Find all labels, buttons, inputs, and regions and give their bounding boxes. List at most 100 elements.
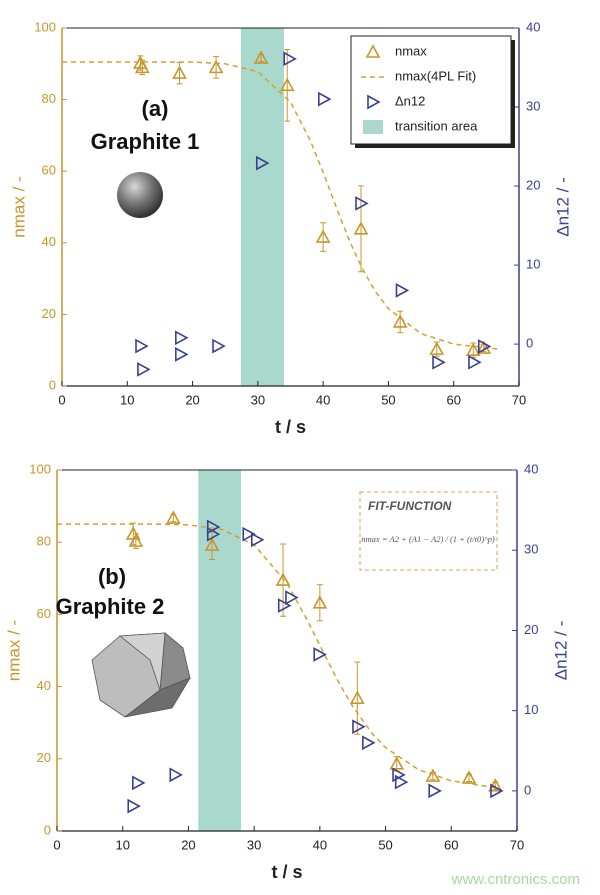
error-bar	[316, 584, 323, 622]
x-tick-label: 0	[58, 392, 65, 407]
y-tick-label: 20	[37, 750, 51, 765]
y-axis-label: nmax / -	[4, 620, 23, 681]
x-tick-label: 40	[313, 837, 327, 852]
marker	[353, 221, 369, 235]
marker	[349, 690, 365, 704]
x-tick-label: 60	[444, 837, 458, 852]
x-tick-label: 30	[251, 392, 265, 407]
y2-tick-label: 10	[524, 702, 538, 717]
chart-panel: 0 10 20 30 40 50 60 70 0 20 40 60 80 100 0 10 20 30 40 t / …	[9, 19, 572, 436]
x-tick-label: 20	[181, 837, 195, 852]
marker	[128, 533, 144, 547]
y2-tick-label: 40	[524, 461, 538, 476]
error-bar	[320, 222, 327, 252]
marker	[208, 59, 224, 74]
marker	[255, 155, 270, 171]
error-bar	[280, 543, 287, 617]
y2-axis-label: Δn12 / -	[551, 621, 570, 681]
marker	[175, 330, 189, 346]
y-tick-label: 20	[42, 306, 56, 321]
y-tick-label: 80	[42, 91, 56, 106]
marker	[490, 783, 504, 799]
marker	[395, 283, 410, 298]
x-tick-label: 10	[115, 837, 129, 852]
marker	[362, 735, 376, 751]
legend-label: transition area	[395, 118, 478, 133]
marker	[206, 526, 221, 542]
polyhedron-icon	[91, 632, 191, 718]
x-tick-label: 50	[381, 392, 395, 407]
y-tick-label: 0	[49, 377, 56, 392]
legend-label: nmax(4PL Fit)	[395, 68, 476, 83]
marker	[206, 519, 221, 535]
y2-tick-label: 30	[526, 98, 540, 113]
fit-line	[57, 523, 498, 789]
marker	[477, 339, 492, 354]
fit-line	[62, 61, 500, 350]
panel-subtitle: Graphite 2	[56, 594, 165, 619]
marker	[135, 338, 149, 354]
marker	[313, 647, 327, 662]
y2-axis-label: Δn12 / -	[553, 177, 572, 237]
marker	[317, 91, 332, 107]
transition-area	[198, 470, 241, 831]
marker	[285, 590, 299, 605]
y-tick-label: 40	[37, 678, 51, 693]
marker	[137, 362, 151, 377]
y2-tick-label: 0	[526, 336, 533, 351]
y2-tick-label: 30	[524, 542, 538, 557]
marker	[392, 314, 408, 328]
marker	[352, 719, 366, 735]
fit-title: FIT-FUNCTION	[368, 499, 452, 513]
y2-tick-label: 40	[526, 19, 540, 34]
marker	[212, 338, 226, 354]
y-tick-label: 80	[37, 534, 51, 549]
x-tick-label: 10	[120, 392, 134, 407]
marker	[279, 77, 295, 92]
fit-box	[359, 491, 498, 571]
marker	[461, 770, 477, 784]
x-tick-label: 0	[53, 837, 60, 852]
y-tick-label: 100	[29, 461, 51, 476]
marker	[275, 572, 291, 586]
marker	[468, 354, 482, 370]
y2-tick-label: 10	[526, 257, 540, 272]
y-tick-label: 100	[34, 19, 56, 34]
marker	[127, 798, 141, 814]
marker	[428, 783, 442, 799]
marker	[432, 354, 446, 370]
y-tick-label: 40	[42, 234, 56, 249]
marker	[165, 510, 181, 524]
x-tick-label: 60	[446, 392, 460, 407]
x-tick-label: 30	[247, 837, 261, 852]
legend-label: Δn12	[395, 93, 425, 108]
marker	[250, 532, 265, 548]
marker	[204, 537, 220, 551]
marker	[315, 229, 331, 243]
y-tick-label: 0	[44, 822, 51, 837]
marker	[425, 768, 441, 782]
marker	[429, 341, 445, 355]
marker	[172, 65, 187, 79]
watermark: www.cntronics.com	[451, 871, 580, 888]
x-tick-label: 20	[185, 392, 199, 407]
x-tick-label: 50	[378, 837, 392, 852]
panel-title: (a)	[142, 96, 169, 121]
y2-tick-label: 20	[526, 177, 540, 192]
x-tick-label: 40	[316, 392, 330, 407]
marker	[465, 342, 481, 356]
legend-swatch	[363, 120, 383, 134]
y-tick-label: 60	[42, 163, 56, 178]
panel-title: (b)	[98, 564, 126, 589]
fit-formula: nmax = A2 + (A1 − A2) / (1 + (t/t0)^p)	[361, 534, 495, 544]
marker	[283, 51, 297, 67]
marker	[277, 598, 292, 613]
marker	[132, 775, 146, 791]
legend-swatch	[365, 44, 381, 58]
marker	[394, 774, 409, 790]
legend-label: nmax	[395, 43, 427, 58]
x-axis-label: t / s	[275, 417, 306, 437]
sphere-icon	[117, 172, 163, 218]
marker	[242, 526, 256, 542]
